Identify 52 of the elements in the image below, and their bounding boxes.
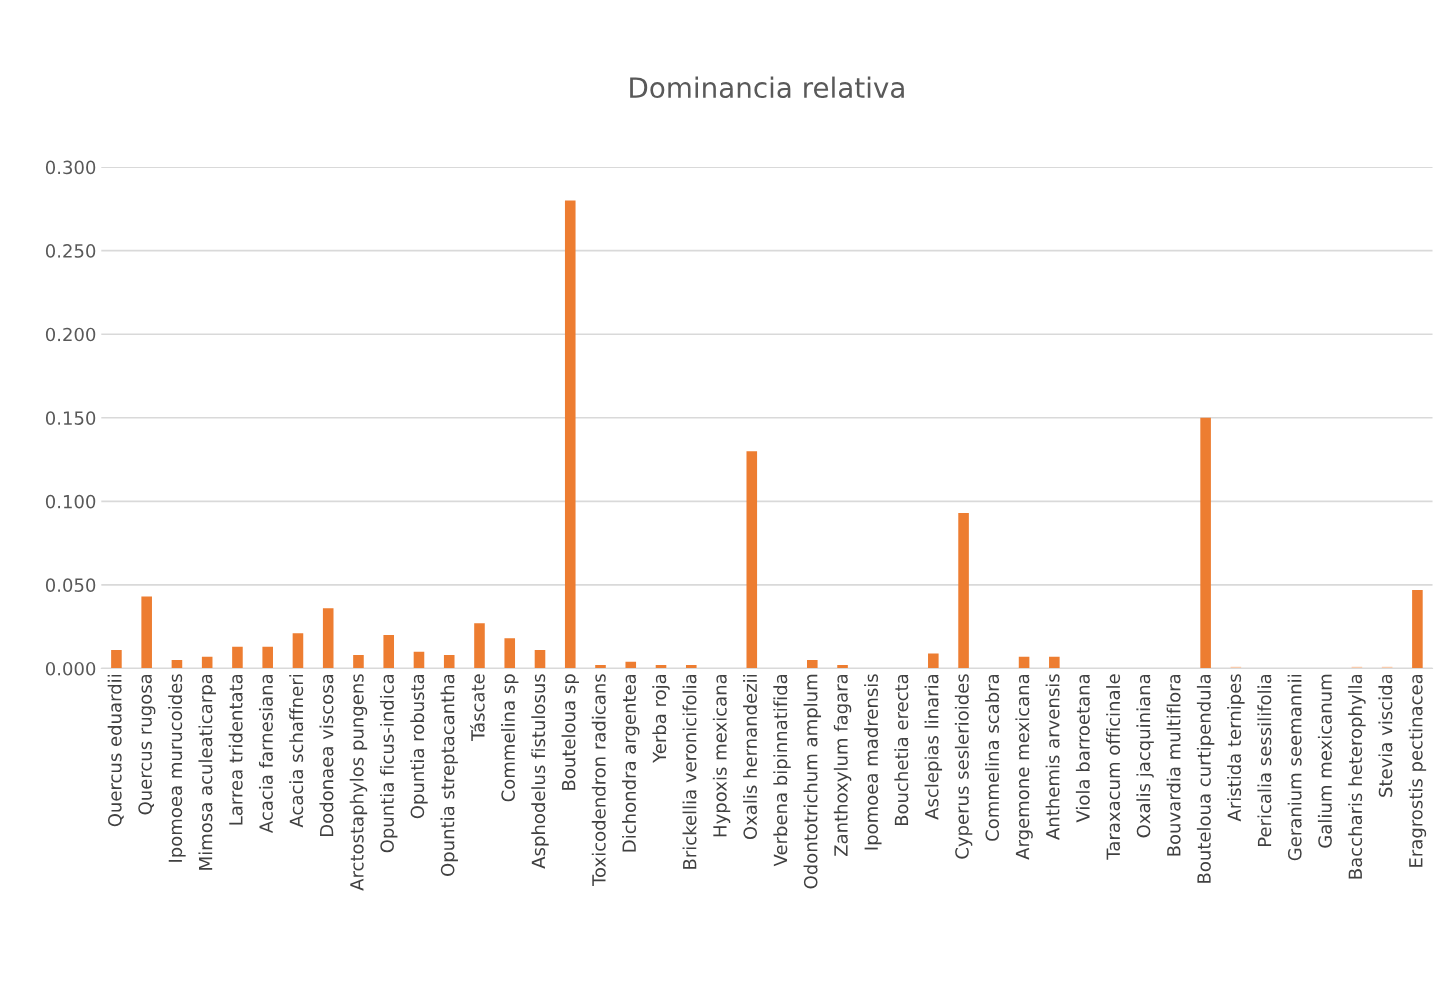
x-tick-label: Geranium seemannii	[1287, 674, 1302, 861]
y-tick-label: 0.050	[45, 578, 96, 592]
y-tick-label: 0.300	[45, 160, 96, 175]
x-tick-label: Baccharis heterophylla	[1348, 674, 1366, 879]
x-tick-label: Mimosa aculeaticarpa	[198, 674, 216, 870]
chart-title: Dominancia relativa	[630, 76, 904, 99]
x-tick-label: Anthemis arvensis	[1045, 674, 1060, 840]
x-tick-label: Stevia viscida	[1378, 674, 1393, 797]
x-tick-label: Pericalia sessilifolia	[1257, 674, 1272, 847]
x-tick-label: Commelina scabra	[985, 674, 1000, 841]
y-tick-label: 0.250	[45, 244, 96, 258]
y-tick-label: 0.150	[45, 411, 96, 425]
x-tick-label: Verbena bipinnatifida	[773, 674, 791, 867]
x-tick-label: Brickellia veronicifolia	[682, 674, 697, 869]
x-tick-label: Ipomoea madrensis	[864, 674, 882, 850]
x-tick-label: Opuntia robusta	[410, 674, 428, 819]
x-tick-label: Bouteloua curtipendula	[1196, 674, 1215, 883]
x-tick-label: Aristida ternipes	[1227, 674, 1245, 822]
x-tick-label: Galium mexicanum	[1317, 674, 1332, 848]
x-tick-label: Quercus eduardii	[107, 675, 124, 827]
x-tick-label: Opuntia streptacantha	[440, 674, 458, 876]
x-tick-label: Dichondra argentea	[622, 674, 640, 852]
x-tick-label: Oxalis hernandezii	[743, 674, 758, 840]
x-tick-label: Táscate	[470, 674, 485, 742]
x-tick-label: Bouchetia erecta	[894, 674, 909, 826]
x-tick-label: Viola barroetana	[1075, 674, 1090, 823]
x-tick-label: Arctostaphylos pungens	[349, 674, 368, 891]
y-tick-label: 0.200	[45, 327, 96, 342]
x-tick-label: Asclepias linaria	[924, 674, 943, 820]
x-tick-label: Bouvardia multiflora	[1166, 674, 1181, 856]
x-tick-label: Bouteloua sp	[561, 674, 579, 790]
x-tick-label: Hypoxis mexicana	[712, 674, 731, 837]
x-tick-label: Taraxacum officinale	[1106, 674, 1121, 860]
x-tick-label: Dodonaea viscosa	[319, 674, 334, 836]
x-tick-label: Acacia schaffneri	[289, 674, 304, 828]
x-tick-label: Ipomoea murucoides	[168, 674, 186, 862]
x-tick-label: Yerba roja	[652, 674, 670, 763]
x-tick-label: Argemone mexicana	[1015, 674, 1033, 860]
x-tick-label: Odontotrichum amplum	[803, 674, 822, 889]
y-tick-label: 0.000	[45, 661, 96, 676]
x-tick-label: Quercus rugosa	[138, 674, 156, 815]
x-tick-label: Toxicodendron radicans	[591, 674, 606, 886]
x-tick-label: Larrea tridentata	[228, 674, 243, 825]
x-tick-label: Oxalis jacquiniana	[1136, 674, 1154, 838]
x-tick-label: Asphodelus fistulosus	[531, 674, 549, 869]
x-tick-label: Zanthoxylum fagara	[833, 674, 852, 856]
x-tick-label: Cyperus seslerioides	[954, 674, 973, 859]
x-tick-label: Acacia farnesiana	[258, 674, 273, 834]
x-tick-label: Opuntia ficus-indica	[379, 674, 398, 853]
x-tick-label: Eragrostis pectinacea	[1408, 674, 1427, 867]
y-tick-label: 0.100	[45, 494, 96, 509]
x-tick-label: Commelina sp	[501, 674, 519, 802]
